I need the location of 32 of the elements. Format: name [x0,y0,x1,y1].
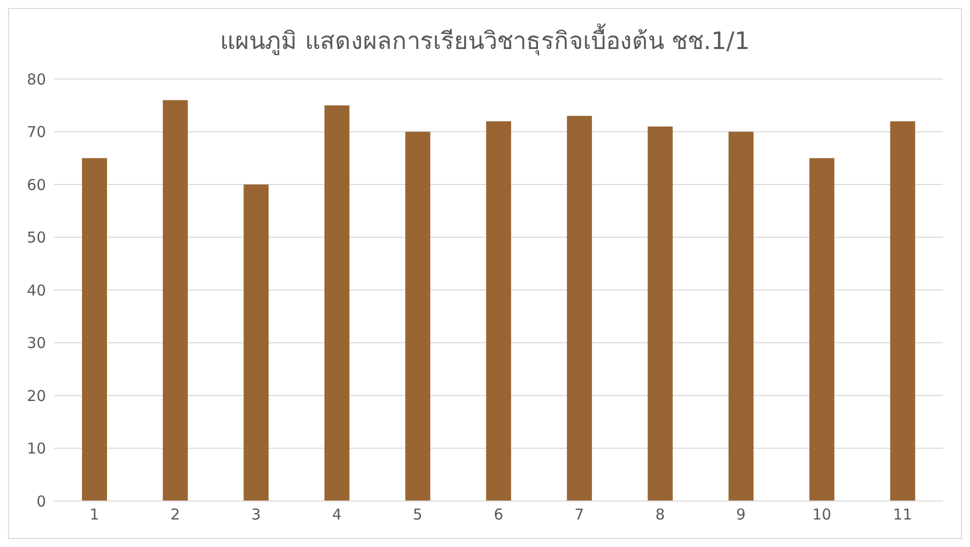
y-tick-label: 40 [26,281,46,300]
bar [809,158,834,501]
x-tick-label: 8 [655,506,665,524]
bar [486,121,512,501]
y-tick-label: 80 [26,70,46,88]
x-tick-label: 5 [412,506,422,524]
bar [82,158,107,501]
bar [648,126,673,501]
bar [566,116,592,501]
x-tick-label: 10 [812,506,832,524]
x-tick-label: 1 [90,506,100,524]
x-tick-label: 11 [893,506,912,524]
y-tick-label: 60 [26,176,46,194]
chart-title: แผนภูมิ แสดงผลการเรียนวิชาธุรกิจเบื้องต้น ชช.1/1 [219,22,751,58]
bar [162,100,188,501]
y-tick-label: 20 [26,386,46,405]
bar [244,184,269,501]
x-tick-label: 2 [170,506,180,524]
y-tick-label: 70 [26,123,46,142]
y-tick-label: 50 [26,228,46,247]
x-tick-label: 4 [332,506,342,524]
y-tick-label: 30 [26,334,46,352]
bar [728,132,754,501]
bar [890,121,916,501]
bar [324,105,350,501]
x-tick-label: 3 [251,506,261,524]
x-tick-label: 7 [574,506,584,524]
y-tick-label: 0 [36,492,46,510]
x-tick-label: 6 [494,506,504,524]
x-tick-label: 9 [736,506,746,524]
bar [405,132,430,501]
y-tick-label: 10 [26,440,46,458]
